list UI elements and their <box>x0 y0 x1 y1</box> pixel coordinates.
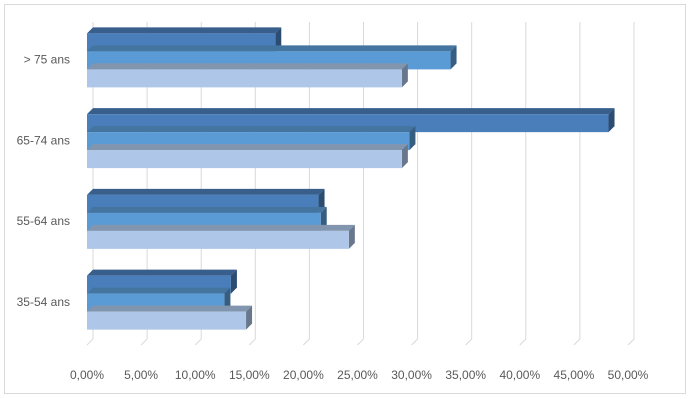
grid-floor <box>357 338 364 346</box>
x-tick-label: 40,00% <box>499 368 540 382</box>
bar-top <box>87 126 416 133</box>
bar-side <box>409 126 416 151</box>
grid-floor <box>303 338 310 346</box>
bar <box>87 150 402 169</box>
x-tick-label: 15,00% <box>229 368 270 382</box>
x-tick-label: 25,00% <box>337 368 378 382</box>
bar-top <box>87 108 615 115</box>
x-tick-label: 5,00% <box>124 368 158 382</box>
bar-top <box>87 224 355 231</box>
grid-floor <box>248 338 256 346</box>
bar-side <box>401 63 408 88</box>
y-tick-label: 35-54 ans <box>17 295 70 309</box>
grid-floor <box>573 338 581 346</box>
x-tick-label: 30,00% <box>391 368 432 382</box>
bar-top <box>87 63 408 70</box>
x-tick-label: 45,00% <box>554 368 595 382</box>
bar-top <box>87 188 325 195</box>
grid-floor <box>627 338 635 346</box>
y-tick-label: > 75 ans <box>24 53 70 67</box>
y-tick-label: 55-64 ans <box>17 214 70 228</box>
bar-side <box>401 144 408 169</box>
grid-floor <box>86 338 94 346</box>
bar-top <box>87 144 408 151</box>
bar <box>87 230 349 249</box>
x-tick-label: 0,00% <box>70 368 104 382</box>
bar-top <box>87 305 253 312</box>
bar-side <box>246 305 253 330</box>
x-tick-label: 35,00% <box>445 368 486 382</box>
bar-side <box>230 269 237 294</box>
x-tick-label: 10,00% <box>175 368 216 382</box>
bar-top <box>87 206 327 213</box>
bar-side <box>450 45 457 70</box>
bar <box>87 311 247 330</box>
y-tick-label: 65-74 ans <box>17 133 70 147</box>
grid-floor <box>411 338 418 346</box>
grid-floor <box>140 338 148 346</box>
bar-top <box>87 287 231 294</box>
bar <box>87 69 402 88</box>
grid-floor <box>519 338 527 346</box>
bar-side <box>608 108 615 133</box>
x-tick-label: 20,00% <box>283 368 324 382</box>
bar-top <box>87 45 457 52</box>
bar-side <box>348 224 355 249</box>
grid-floor <box>465 338 473 346</box>
bar-top <box>87 269 237 276</box>
bar-top <box>87 27 282 34</box>
x-tick-label: 50,00% <box>608 368 649 382</box>
grid-floor <box>194 338 202 346</box>
